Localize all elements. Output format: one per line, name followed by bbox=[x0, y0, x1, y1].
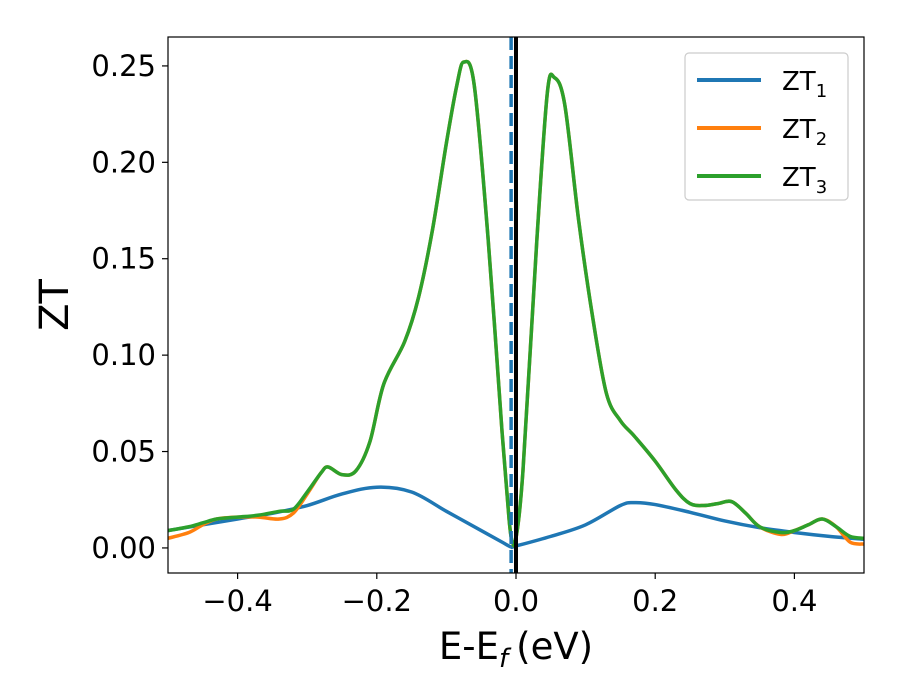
x-tick-label: −0.2 bbox=[342, 584, 412, 618]
legend-label-zt1: ZT1 bbox=[782, 67, 827, 102]
y-tick-label: 0.25 bbox=[91, 49, 156, 83]
x-tick-label: 0.0 bbox=[493, 584, 539, 618]
legend-label-zt2: ZT2 bbox=[782, 115, 827, 150]
x-axis-title-unit: (eV) bbox=[516, 625, 593, 668]
legend-label-zt3: ZT3 bbox=[782, 163, 827, 198]
x-axis-title-subscript: f bbox=[499, 644, 512, 674]
x-tick-label: −0.4 bbox=[202, 584, 272, 618]
legend-box bbox=[684, 52, 849, 201]
legend-items: ZT1 ZT2 ZT3 bbox=[697, 67, 827, 198]
y-tick-label: 0.05 bbox=[91, 435, 156, 469]
y-tick-label: 0.20 bbox=[91, 145, 156, 179]
x-axis: −0.4 −0.2 0.0 0.2 0.4 bbox=[202, 573, 817, 618]
y-tick-label: 0.10 bbox=[91, 338, 156, 372]
y-axis-title: ZT bbox=[32, 279, 78, 331]
x-axis-title-main: E-E bbox=[439, 625, 499, 668]
x-axis-title: E-Ef (eV) bbox=[439, 625, 593, 674]
vline-layer bbox=[509, 37, 518, 573]
x-tick-label: 0.2 bbox=[632, 584, 678, 618]
legend: ZT1 ZT2 ZT3 bbox=[684, 52, 849, 201]
y-tick-label: 0.15 bbox=[91, 242, 156, 276]
x-tick-label: 0.4 bbox=[771, 584, 817, 618]
y-tick-label: 0.00 bbox=[91, 531, 156, 565]
series-line-zt1 bbox=[168, 485, 864, 550]
y-axis: 0.00 0.05 0.10 0.15 0.20 0.25 bbox=[91, 49, 168, 565]
